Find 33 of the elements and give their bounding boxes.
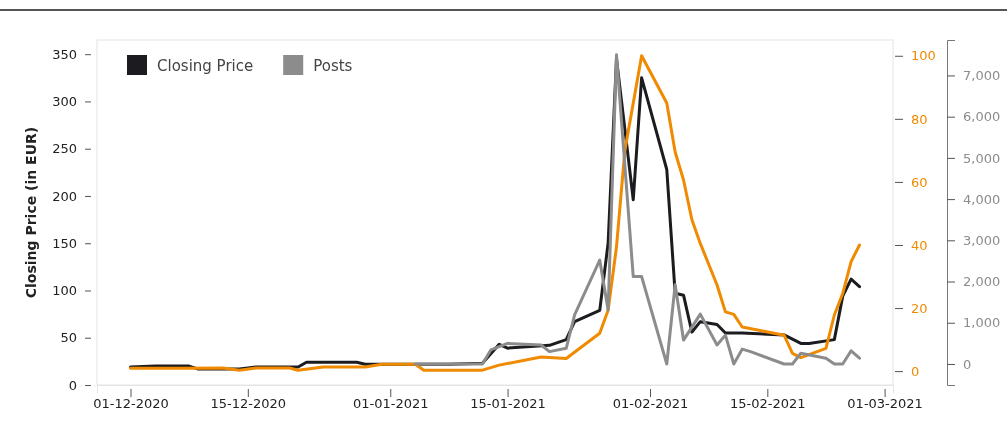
y2-tick-label: 20 bbox=[911, 300, 928, 316]
x-tick-label: 15-01-2021 bbox=[470, 396, 546, 412]
x-tick-label: 01-03-2021 bbox=[847, 396, 923, 412]
y-tick-label: 250 bbox=[52, 141, 77, 157]
y-tick-label: 150 bbox=[52, 235, 77, 251]
y-tick-label: 50 bbox=[60, 330, 77, 346]
line-series bbox=[413, 53, 861, 366]
y2-tick-label: 80 bbox=[911, 111, 928, 127]
y3-tick-label: 2,000 bbox=[963, 274, 1001, 290]
y2-tick-label: 100 bbox=[911, 48, 936, 64]
legend-label: Closing Price bbox=[157, 57, 254, 75]
x-tick-label: 15-02-2021 bbox=[730, 396, 806, 412]
y2-tick-label: 60 bbox=[911, 174, 928, 190]
y2-tick-label: 40 bbox=[911, 237, 928, 253]
legend-label: Posts bbox=[313, 57, 353, 75]
x-tick-label: 01-02-2021 bbox=[612, 396, 689, 412]
y-tick-label: 0 bbox=[68, 377, 77, 393]
x-tick-label: 01-01-2021 bbox=[352, 396, 429, 412]
x-tick-label: 15-12-2020 bbox=[210, 396, 287, 412]
y-tick-label: 200 bbox=[52, 188, 77, 204]
y-tick-label: 300 bbox=[52, 94, 77, 110]
y3-tick-label: 3,000 bbox=[963, 232, 1001, 248]
y3-tick-label: 0 bbox=[963, 356, 972, 372]
y3-tick-label: 1,000 bbox=[963, 315, 1001, 331]
y-axis-title: Closing Price (in EUR) bbox=[23, 126, 39, 299]
y-tick-label: 100 bbox=[52, 283, 77, 299]
y3-tick-label: 7,000 bbox=[963, 68, 1001, 84]
y2-tick-label: 0 bbox=[911, 363, 920, 379]
y3-tick-label: 4,000 bbox=[963, 191, 1001, 207]
y3-tick-label: 6,000 bbox=[963, 109, 1001, 125]
y-tick-label: 350 bbox=[52, 46, 77, 62]
x-tick-label: 01-12-2020 bbox=[93, 396, 169, 412]
y3-tick-label: 5,000 bbox=[963, 150, 1001, 166]
